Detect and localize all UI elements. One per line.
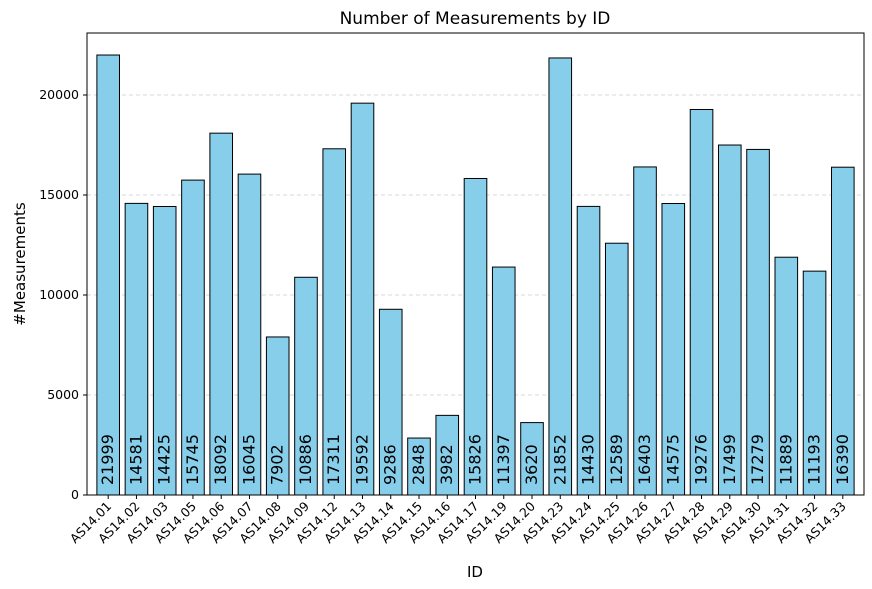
bar-value-label: 19276 — [692, 434, 711, 485]
bar-value-label: 9286 — [381, 444, 400, 485]
bar-value-label: 10886 — [296, 434, 315, 485]
y-axis-label: #Measurements — [11, 202, 29, 326]
bar-value-label: 14575 — [663, 434, 682, 485]
bar-value-label: 16045 — [239, 434, 258, 485]
bar-value-label: 15745 — [183, 434, 202, 485]
bar-value-label: 3982 — [437, 444, 456, 485]
x-axis-label: ID — [467, 563, 483, 581]
bar-value-label: 21999 — [98, 434, 117, 485]
y-tick-label: 0 — [71, 487, 79, 502]
y-tick-label: 10000 — [39, 287, 79, 302]
bar-value-label: 15826 — [466, 434, 485, 485]
bar-value-label: 17311 — [324, 434, 343, 485]
bar-value-labels: 21999 14581 14425 15745 18092 16045 7902 10886 1… — [98, 434, 852, 485]
x-axis-ticks: AS14.01AS14.02AS14.03AS14.05AS14.06AS14.… — [67, 495, 849, 546]
bar-value-label: 11889 — [776, 434, 795, 485]
bar-value-label: 16403 — [635, 434, 654, 485]
y-axis-ticks: 0 5000 10000 15000 20000 — [39, 87, 87, 502]
bar-value-label: 14425 — [155, 434, 174, 485]
bar-value-label: 2848 — [409, 444, 428, 485]
bar-value-label: 12589 — [607, 434, 626, 485]
bar-value-label: 16390 — [833, 434, 852, 485]
bars — [96, 54, 855, 496]
chart-title: Number of Measurements by ID — [340, 9, 611, 29]
bar-value-label: 19592 — [352, 434, 371, 485]
y-tick-label: 15000 — [39, 187, 79, 202]
bar-value-label: 11397 — [494, 434, 513, 485]
bar-value-label: 17279 — [748, 434, 767, 485]
y-tick-label: 5000 — [47, 387, 79, 402]
bar-value-label: 17499 — [720, 434, 739, 485]
bar-value-label: 11193 — [805, 434, 824, 485]
bar-value-label: 7902 — [268, 444, 287, 485]
bar-value-label: 14581 — [126, 434, 145, 485]
bar — [548, 57, 573, 496]
bar-value-label: 3620 — [522, 444, 541, 485]
y-tick-label: 20000 — [39, 87, 79, 102]
bar-value-label: 18092 — [211, 434, 230, 485]
bar-value-label: 14430 — [579, 434, 598, 485]
bar-value-label: 21852 — [550, 434, 569, 485]
bar — [96, 54, 120, 496]
